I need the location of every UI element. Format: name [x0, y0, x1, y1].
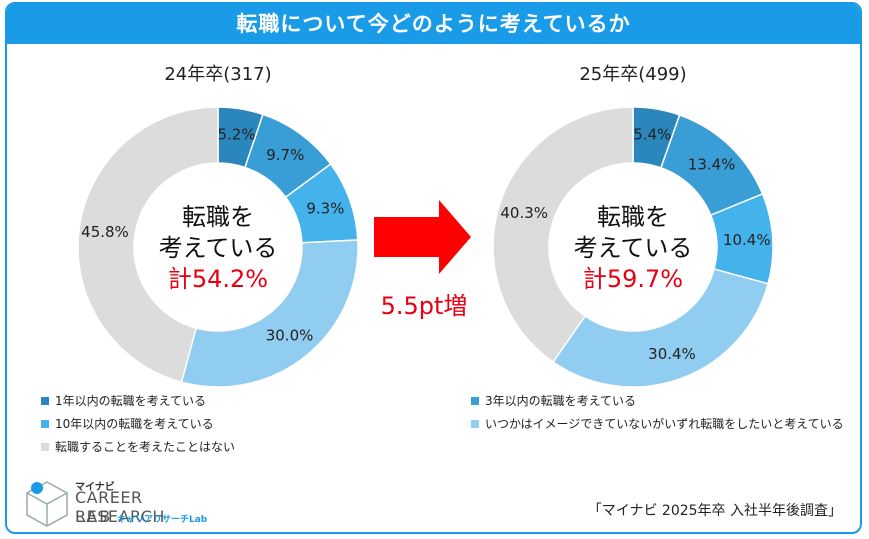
- logo-line1: CAREER RESEARCH: [75, 488, 165, 526]
- logo: マイナビ CAREER RESEARCH LAB キャリアリサーチLab: [25, 474, 225, 532]
- slice-label: 5.2%: [217, 126, 255, 144]
- donut-title: 25年卒(499): [579, 64, 686, 85]
- slice-label: 9.3%: [306, 200, 344, 218]
- legend-label: 10年以内の転職を考えている: [55, 417, 214, 431]
- legend-left: 1年以内の転職を考えている 10年以内の転職を考えている転職することを考えたことは…: [41, 389, 235, 458]
- donut-charts: 5.5pt増 24年卒(317) 5.2% 9.7% 9.3% 30.0% 45.8% 転職…: [77, 64, 774, 388]
- donut-slice: [552, 268, 770, 388]
- legend-label: 転職することを考えたことはない: [55, 440, 236, 454]
- center-line2: 考えている: [574, 234, 693, 262]
- legend-item: 1年以内の転職を考えている: [41, 389, 235, 412]
- legend-swatch: [41, 396, 49, 405]
- donut-chart-1: 24年卒(317) 5.2% 9.7% 9.3% 30.0% 45.8% 転職を考えている計…: [77, 64, 359, 388]
- logo-line2: LAB: [75, 507, 113, 526]
- increase-annotation: 5.5pt増: [381, 292, 468, 320]
- center-total: 計59.7%: [583, 265, 683, 293]
- slice-label: 30.0%: [266, 327, 314, 345]
- center-line2: 考えている: [159, 234, 278, 262]
- chart-title: 転職について今どのように考えているか: [7, 4, 860, 44]
- slice-label: 9.7%: [266, 146, 304, 164]
- slice-label: 10.4%: [723, 231, 771, 249]
- legend-right: 3年以内の転職を考えているいつかはイメージできていないがいずれ転職をしたいと考え…: [471, 389, 844, 435]
- legend-swatch: [41, 419, 49, 428]
- source-note: 「マイナビ 2025年卒 入社半年後調査」: [587, 503, 842, 519]
- donut-slice: [77, 106, 219, 384]
- slice-label: 5.4%: [633, 126, 671, 144]
- donut-title: 24年卒(317): [164, 64, 271, 85]
- legend-item: 10年以内の転職を考えている: [41, 412, 235, 435]
- center-total: 計54.2%: [168, 265, 268, 293]
- legend-item: 3年以内の転職を考えている: [471, 389, 844, 412]
- slice-label: 40.3%: [500, 204, 548, 222]
- center-line1: 転職を: [597, 203, 669, 231]
- arrow-icon: [374, 200, 471, 274]
- slice-label: 13.4%: [688, 155, 736, 173]
- legend-swatch: [471, 396, 479, 405]
- figure-frame: 転職について今どのように考えているか 5.5pt増 24年卒(317) 5.2% 9…: [5, 2, 862, 534]
- legend-label: 1年以内の転職を考えている: [55, 394, 207, 408]
- donut-chart-2: 25年卒(499) 5.4% 13.4% 10.4% 30.4% 40.3% 転職を考えてい…: [492, 64, 774, 388]
- donut-slice: [180, 239, 359, 388]
- legend-label: いつかはイメージできていないがいずれ転職をしたいと考えている: [485, 417, 844, 431]
- logo-sub: キャリアリサーチLab: [117, 515, 208, 525]
- legend-item: 転職することを考えたことはない: [41, 435, 235, 458]
- slice-label: 30.4%: [648, 345, 696, 363]
- legend-label: 3年以内の転職を考えている: [485, 394, 637, 408]
- logo-brand: マイナビ: [75, 482, 115, 493]
- center-line1: 転職を: [182, 203, 254, 231]
- slice-label: 45.8%: [81, 223, 129, 241]
- legend-item: いつかはイメージできていないがいずれ転職をしたいと考えている: [471, 412, 844, 435]
- logo-cube-icon: [26, 481, 68, 527]
- donut-slice: [492, 106, 634, 364]
- legend-swatch: [471, 419, 479, 428]
- legend-swatch: [41, 442, 49, 451]
